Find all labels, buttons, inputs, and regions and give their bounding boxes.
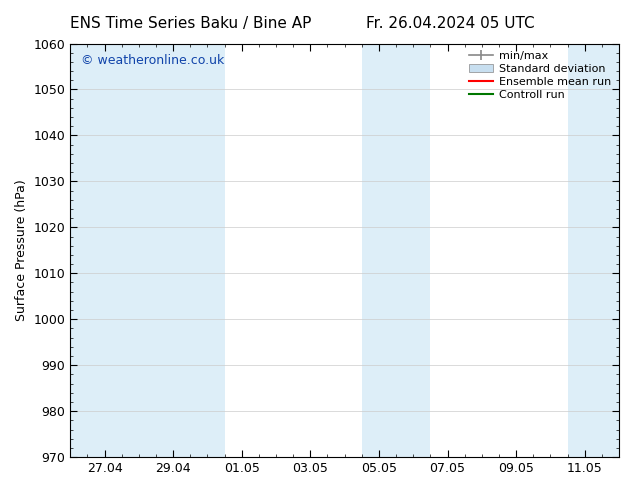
Bar [70,44,156,457]
Y-axis label: Surface Pressure (hPa): Surface Pressure (hPa) [15,179,28,321]
Text: Fr. 26.04.2024 05 UTC: Fr. 26.04.2024 05 UTC [366,16,534,31]
Bar [156,44,224,457]
Text: ENS Time Series Baku / Bine AP: ENS Time Series Baku / Bine AP [70,16,311,31]
Text: © weatheronline.co.uk: © weatheronline.co.uk [81,54,224,67]
Legend: min/max, Standard deviation, Ensemble mean run, Controll run: min/max, Standard deviation, Ensemble me… [467,49,614,102]
Bar [567,44,619,457]
Bar [362,44,430,457]
